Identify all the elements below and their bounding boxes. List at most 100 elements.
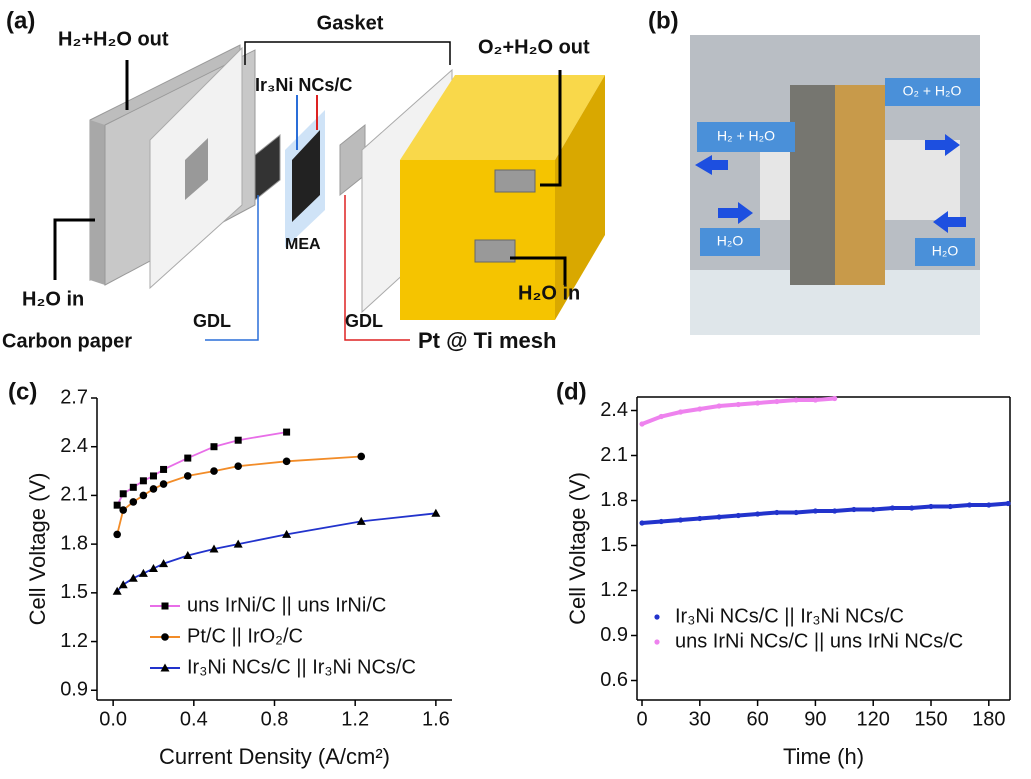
inlet-arrow bbox=[510, 256, 567, 285]
marker bbox=[159, 480, 168, 488]
y-tick-label: 2.4 bbox=[600, 399, 628, 421]
label: H₂+H₂O out bbox=[58, 28, 169, 50]
panel-label: (a) bbox=[6, 7, 35, 34]
x-tick-label: 1.6 bbox=[422, 708, 450, 730]
marker bbox=[677, 517, 684, 523]
marker bbox=[139, 491, 148, 500]
y-tick-label: 2.4 bbox=[60, 435, 88, 457]
marker bbox=[149, 472, 157, 480]
mesh-sheet bbox=[339, 123, 366, 197]
marker bbox=[774, 398, 780, 405]
marker bbox=[129, 483, 137, 491]
x-tick-label: 180 bbox=[972, 708, 1005, 730]
marker bbox=[431, 508, 441, 517]
label: H₂O bbox=[932, 243, 959, 259]
marker bbox=[119, 490, 127, 498]
legend-label: Pt/C || IrO₂/C bbox=[187, 625, 303, 647]
marker bbox=[112, 586, 122, 595]
gdl-sheet bbox=[254, 133, 281, 202]
label-box bbox=[697, 122, 795, 152]
marker bbox=[966, 502, 973, 508]
marker bbox=[149, 485, 158, 493]
marker bbox=[755, 511, 761, 517]
series-line bbox=[116, 431, 287, 506]
label: H₂O in bbox=[518, 282, 580, 304]
fitting bbox=[474, 239, 516, 263]
y-tick-label: 1.8 bbox=[600, 489, 628, 511]
marker bbox=[716, 514, 722, 520]
inlet-arrow bbox=[53, 218, 95, 280]
chart: 0.0 0.4 0.8 1.2 1.6 0.9 1.2 1.5 1.8 2.1 2.4 2.7 Curr… bbox=[8, 378, 452, 769]
marker bbox=[986, 502, 992, 508]
marker bbox=[113, 501, 121, 509]
marker bbox=[735, 401, 741, 408]
label: H₂O bbox=[717, 233, 744, 249]
x-tick-label: 0.8 bbox=[261, 708, 289, 730]
label: O₂+H₂O out bbox=[478, 36, 590, 58]
marker bbox=[356, 516, 366, 525]
label: O₂ + H₂O bbox=[903, 83, 962, 99]
marker bbox=[234, 462, 242, 470]
marker bbox=[909, 505, 915, 511]
marker bbox=[697, 406, 703, 412]
marker bbox=[118, 580, 128, 589]
label: H₂ + H₂O bbox=[717, 128, 775, 144]
marker bbox=[774, 509, 780, 516]
titanium-plate bbox=[790, 85, 835, 285]
marker bbox=[113, 530, 121, 539]
x-tick-label: 120 bbox=[857, 708, 890, 730]
legend-label: uns IrNi NCs/C || uns IrNi NCs/C bbox=[675, 630, 963, 652]
legend-marker bbox=[654, 614, 660, 620]
x-tick-label: 30 bbox=[689, 708, 711, 730]
catalyst-layer bbox=[292, 130, 320, 222]
label: H₂O in bbox=[22, 288, 84, 310]
series-line bbox=[641, 501, 1009, 525]
y-tick-label: 2.1 bbox=[60, 484, 88, 506]
marker bbox=[128, 573, 138, 582]
x-tick-label: 90 bbox=[804, 708, 826, 730]
label-box bbox=[700, 228, 760, 256]
marker bbox=[947, 503, 953, 510]
x-tick-label: 0.4 bbox=[180, 708, 208, 730]
marker bbox=[282, 529, 292, 538]
flow-arrow bbox=[925, 134, 960, 156]
marker bbox=[928, 503, 934, 510]
panel-label: (c) bbox=[8, 378, 37, 405]
marker bbox=[735, 512, 741, 519]
marker bbox=[639, 520, 645, 526]
x-tick-label: 0 bbox=[636, 708, 647, 730]
marker bbox=[793, 397, 799, 403]
y-tick-label: 0.9 bbox=[60, 679, 88, 701]
label: Pt @ Ti mesh bbox=[418, 328, 556, 353]
x-tick-label: 0.0 bbox=[99, 708, 127, 730]
marker bbox=[129, 498, 138, 506]
marker bbox=[658, 518, 664, 525]
marker bbox=[755, 400, 761, 406]
cell-diagram: (a) H₂+H₂O out Gasket Ir₃Ni NCs/C O₂+H₂O… bbox=[2, 7, 605, 353]
label: Gasket bbox=[317, 12, 384, 34]
y-tick-label: 1.2 bbox=[600, 579, 628, 601]
y-axis-title: Cell Voltage (V) bbox=[25, 473, 50, 626]
legend-marker bbox=[160, 663, 170, 672]
fitting bbox=[494, 169, 536, 193]
label: Carbon paper bbox=[2, 330, 132, 352]
legend-marker bbox=[161, 602, 169, 610]
label-box bbox=[915, 238, 975, 266]
marker bbox=[889, 505, 896, 511]
marker bbox=[148, 563, 158, 572]
marker bbox=[233, 539, 243, 548]
y-tick-label: 1.2 bbox=[60, 630, 88, 652]
marker bbox=[870, 506, 876, 513]
marker bbox=[183, 472, 192, 480]
series-line bbox=[116, 512, 436, 592]
legend-label: Ir₃Ni NCs/C || Ir₃Ni NCs/C bbox=[187, 656, 416, 678]
marker bbox=[210, 467, 218, 475]
label: MEA bbox=[285, 236, 321, 253]
y-tick-label: 1.5 bbox=[60, 581, 88, 603]
marker bbox=[697, 515, 703, 522]
marker bbox=[234, 436, 242, 444]
end-plate-edge bbox=[90, 120, 105, 285]
gdl-pointer bbox=[205, 195, 259, 341]
marker bbox=[793, 509, 799, 516]
